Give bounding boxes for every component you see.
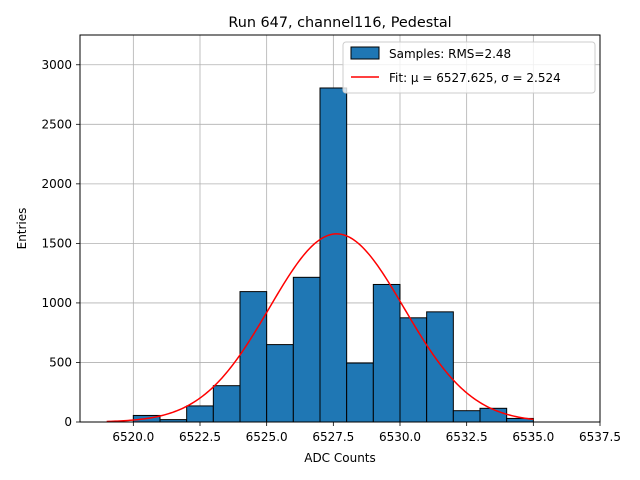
x-tick-label: 6522.5 <box>179 430 221 444</box>
histogram-bar <box>399 317 428 423</box>
x-tick-label: 6535.0 <box>512 430 554 444</box>
legend-label-fit: Fit: μ = 6527.625, σ = 2.524 <box>389 71 561 85</box>
histogram-bar <box>186 405 214 423</box>
plot-frame <box>79 34 601 423</box>
fit-curve-layer <box>106 233 534 423</box>
histogram-bars <box>132 87 534 423</box>
x-tick-label: 6520.0 <box>112 430 154 444</box>
x-tick-label: 6532.5 <box>446 430 488 444</box>
x-tick-label: 6525.0 <box>246 430 288 444</box>
histogram-bar <box>452 410 481 423</box>
legend-box <box>342 41 596 94</box>
histogram-bar <box>479 407 508 423</box>
histogram-bar <box>266 344 294 423</box>
x-tick-label: 6527.5 <box>312 430 354 444</box>
y-tick-label: 1500 <box>41 236 72 250</box>
legend: Samples: RMS=2.48 Fit: μ = 6527.625, σ =… <box>342 41 596 94</box>
x-tick-label: 6537.5 <box>579 430 621 444</box>
legend-swatch-samples <box>350 46 380 60</box>
histogram-bar <box>292 276 321 423</box>
histogram-bar <box>239 291 268 423</box>
x-axis-ticks: 6520.0 6522.5 6525.0 6527.5 6530.0 6532.5 6535… <box>112 422 621 444</box>
y-tick-label: 500 <box>49 355 72 369</box>
y-tick-label: 2000 <box>41 177 72 191</box>
y-axis-ticks: 0 500 1000 1500 2000 2500 3000 <box>41 58 80 429</box>
y-tick-label: 2500 <box>41 117 72 131</box>
histogram-bar <box>346 362 374 423</box>
legend-label-samples: Samples: RMS=2.48 <box>389 47 511 61</box>
y-tick-label: 1000 <box>41 296 72 310</box>
x-axis-label: ADC Counts <box>304 451 376 465</box>
y-tick-label: 0 <box>64 415 72 429</box>
histogram-bar <box>319 87 348 423</box>
y-axis-label: Entries <box>15 208 29 250</box>
histogram-bar <box>212 385 241 423</box>
y-tick-label: 3000 <box>41 58 72 72</box>
x-tick-label: 6530.0 <box>379 430 421 444</box>
histogram-bar <box>372 283 401 423</box>
histogram-bar <box>426 311 454 423</box>
chart-title: Run 647, channel116, Pedestal <box>228 15 451 31</box>
gaussian-fit-curve <box>106 233 534 423</box>
